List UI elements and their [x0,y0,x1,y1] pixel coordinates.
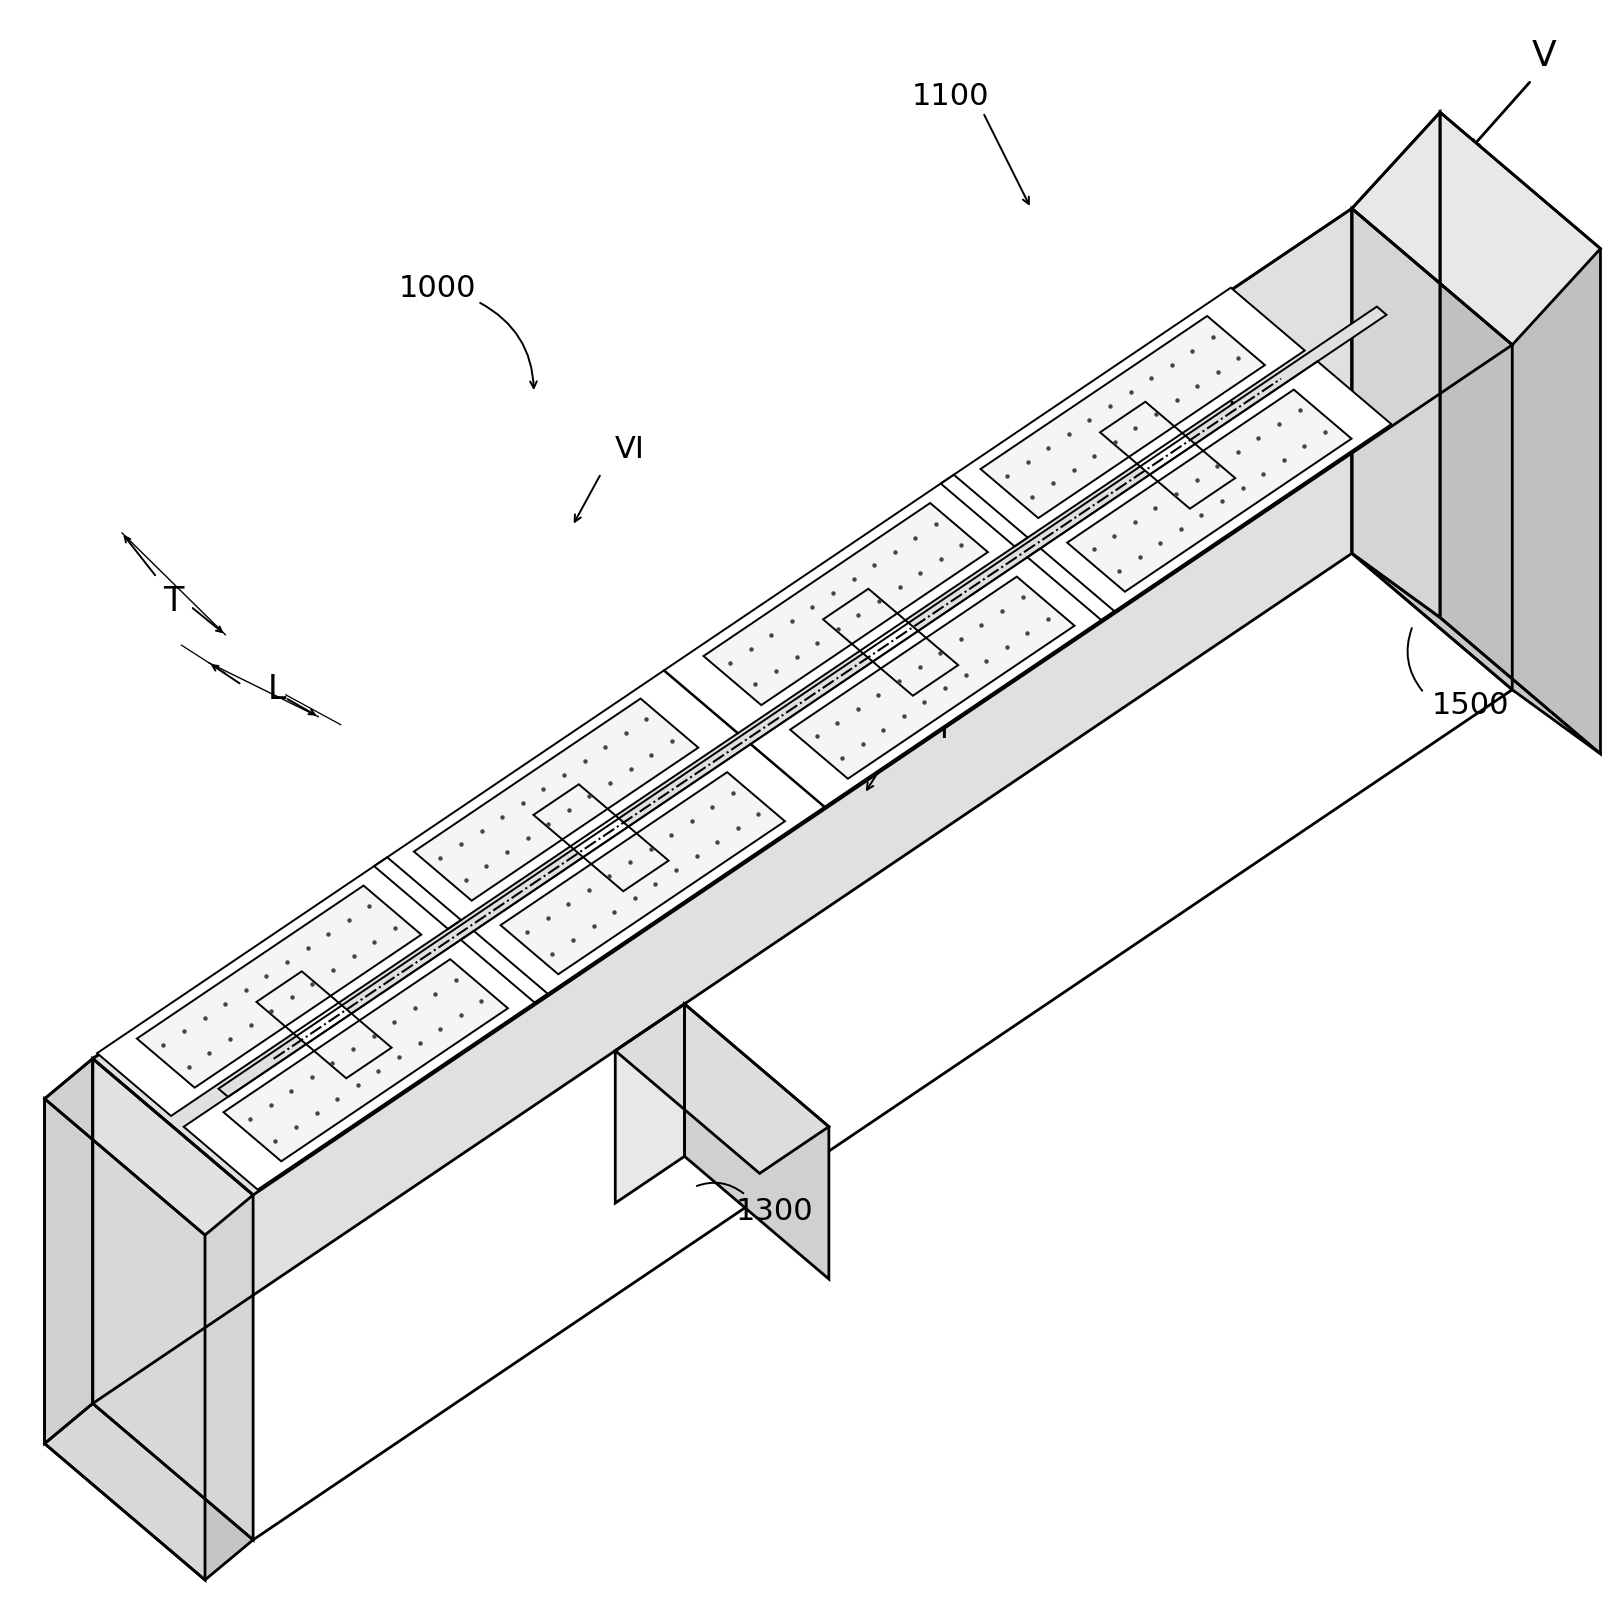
Polygon shape [374,670,739,929]
Text: 1500: 1500 [1432,691,1510,720]
Text: V: V [1532,38,1557,74]
Polygon shape [224,959,508,1161]
Polygon shape [981,316,1265,518]
Text: 1000: 1000 [398,274,476,303]
Polygon shape [45,1059,92,1444]
Polygon shape [684,1004,829,1278]
Polygon shape [1068,390,1352,592]
Polygon shape [45,1099,205,1580]
Polygon shape [415,699,698,901]
Polygon shape [45,1059,253,1235]
Polygon shape [615,1004,684,1203]
Polygon shape [750,549,1115,807]
Polygon shape [92,209,1513,1195]
Text: L: L [268,674,287,706]
Text: T: T [163,585,184,618]
Polygon shape [256,972,392,1078]
Text: l: l [1224,401,1232,430]
Polygon shape [823,589,958,696]
Polygon shape [461,744,824,1002]
Polygon shape [1027,361,1392,621]
Text: VI: VI [919,715,950,744]
Polygon shape [218,306,1387,1097]
Text: VI: VI [615,435,645,464]
Polygon shape [663,475,1027,733]
Polygon shape [940,287,1305,547]
Polygon shape [1100,401,1236,508]
Polygon shape [534,784,669,892]
Polygon shape [615,1004,829,1174]
Polygon shape [45,1404,253,1580]
Polygon shape [703,504,987,706]
Polygon shape [1352,112,1440,618]
Text: 1100: 1100 [911,82,990,111]
Polygon shape [92,209,1352,1404]
Polygon shape [1352,209,1513,690]
Polygon shape [500,772,786,974]
Polygon shape [1352,112,1600,345]
Polygon shape [1352,553,1600,754]
Polygon shape [1440,112,1600,754]
Text: 1300: 1300 [736,1197,813,1225]
Polygon shape [137,885,421,1088]
Text: 1200: 1200 [85,1405,163,1434]
Polygon shape [92,1059,253,1540]
Polygon shape [97,857,461,1116]
Polygon shape [790,577,1074,778]
Polygon shape [184,930,548,1190]
